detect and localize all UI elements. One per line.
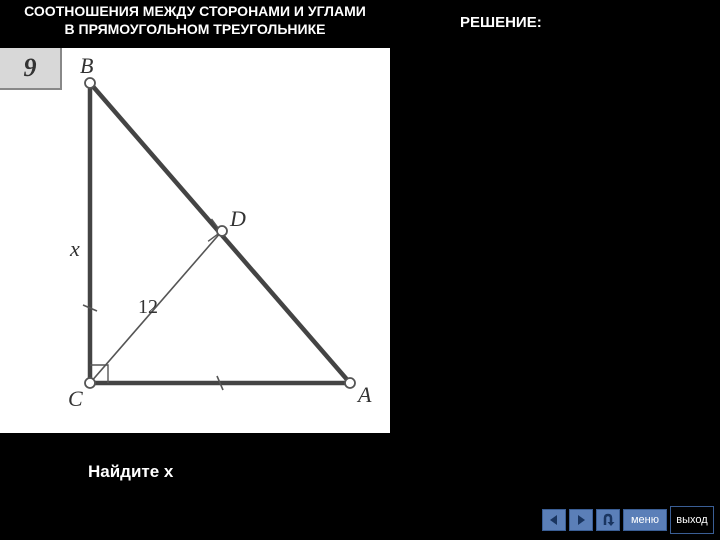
- figure-panel: 9 x 12 B C A D: [0, 48, 390, 433]
- label-cd-length: 12: [138, 296, 158, 318]
- geometry-diagram: x 12 B C A D: [0, 48, 390, 433]
- solution-heading: РЕШЕНИЕ:: [460, 14, 542, 31]
- exit-button-label: выход: [676, 515, 707, 526]
- triangle-right-icon: [575, 514, 587, 526]
- exit-button[interactable]: выход: [670, 506, 714, 534]
- vertex-a-marker: [345, 378, 355, 388]
- vertex-label-c: C: [68, 386, 83, 411]
- vertex-label-b: B: [80, 53, 93, 78]
- task-prompt: Найдите х: [88, 462, 173, 482]
- vertex-c-marker: [85, 378, 95, 388]
- vertex-label-d: D: [229, 206, 246, 231]
- label-x: x: [69, 236, 80, 261]
- next-button[interactable]: [569, 509, 593, 531]
- title-line-1: СООТНОШЕНИЯ МЕЖДУ СТОРОНАМИ И УГЛАМИ: [24, 3, 366, 19]
- menu-button[interactable]: меню: [623, 509, 667, 531]
- vertex-b-marker: [85, 78, 95, 88]
- vertex-label-a: A: [356, 382, 372, 407]
- title-line-2: В ПРЯМОУГОЛЬНОМ ТРЕУГОЛЬНИКЕ: [65, 21, 326, 37]
- vertex-d-marker: [217, 226, 227, 236]
- nav-controls: меню выход: [542, 506, 714, 534]
- return-button[interactable]: [596, 509, 620, 531]
- triangle-left-icon: [548, 514, 560, 526]
- u-turn-icon: [600, 513, 616, 527]
- prev-button[interactable]: [542, 509, 566, 531]
- menu-button-label: меню: [631, 514, 659, 526]
- page-title: СООТНОШЕНИЯ МЕЖДУ СТОРОНАМИ И УГЛАМИ В П…: [10, 2, 380, 38]
